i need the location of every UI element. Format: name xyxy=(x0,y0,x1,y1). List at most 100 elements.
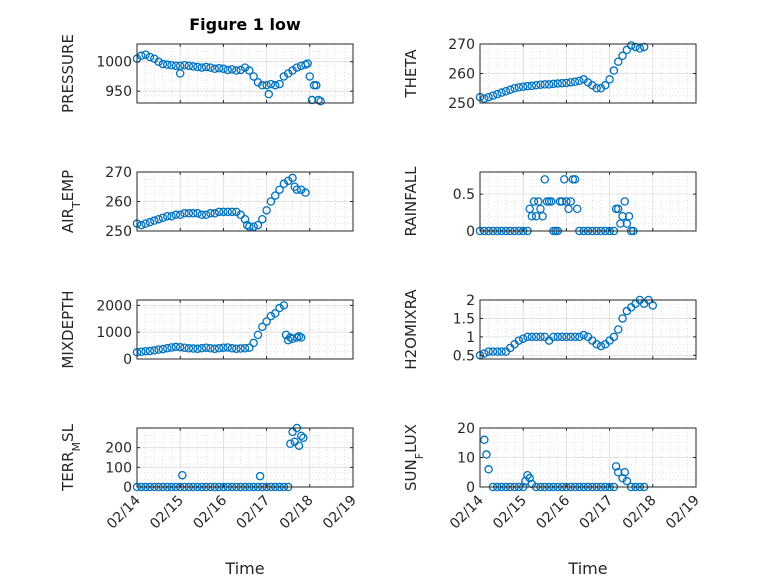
y-tick-label: 950 xyxy=(105,84,132,100)
data-point xyxy=(227,65,237,74)
data-point xyxy=(605,75,614,84)
data-point xyxy=(279,301,289,310)
data-point xyxy=(206,344,215,353)
data-point xyxy=(154,57,163,66)
data-point xyxy=(158,344,168,354)
data-point xyxy=(184,209,194,218)
y-tick-label: 10 xyxy=(457,451,475,467)
y-axis-label-air-temp: AIRTEMP xyxy=(59,170,83,233)
data-point xyxy=(296,431,306,441)
data-point xyxy=(536,332,545,342)
data-point xyxy=(162,211,172,221)
data-point xyxy=(171,61,181,71)
data-point xyxy=(141,346,150,356)
data-point xyxy=(564,204,573,214)
subplot-rainfall: 0 0.5 RAINFALL xyxy=(402,166,697,240)
data-point xyxy=(518,334,528,343)
data-point xyxy=(292,185,302,194)
x-tick-label: 02/19 xyxy=(320,493,360,533)
data-point xyxy=(566,332,575,342)
data-point xyxy=(240,344,250,353)
y-tick-label: 250 xyxy=(448,96,475,112)
data-point xyxy=(245,222,254,231)
data-point xyxy=(188,62,198,71)
y-tick-label: 0 xyxy=(466,480,475,496)
data-point xyxy=(158,213,168,222)
y-tick-label: 200 xyxy=(105,441,132,457)
data-point xyxy=(214,207,224,217)
data-point xyxy=(557,197,567,206)
data-point xyxy=(613,467,623,477)
data-point xyxy=(171,210,181,220)
data-point xyxy=(150,216,159,225)
x-tick-label: 02/17 xyxy=(577,493,617,533)
x-tick-label: 02/14 xyxy=(104,492,144,532)
data-point xyxy=(223,65,232,75)
subplot-theta: 250 260 270 THETA xyxy=(402,37,697,112)
data-point xyxy=(245,66,254,75)
y-tick-label: 0.5 xyxy=(453,348,475,364)
data-point xyxy=(162,60,172,69)
data-point xyxy=(270,191,280,200)
data-point xyxy=(592,339,601,349)
data-point xyxy=(227,207,237,217)
data-point xyxy=(501,86,511,96)
data-point xyxy=(145,217,155,227)
data-point xyxy=(566,78,575,87)
data-point xyxy=(618,314,627,323)
data-point xyxy=(622,45,632,55)
data-point xyxy=(180,343,189,352)
data-point xyxy=(236,65,245,75)
y-tick-label: 0 xyxy=(123,352,132,368)
data-point xyxy=(275,185,284,194)
data-point xyxy=(547,197,556,206)
data-point xyxy=(482,450,491,459)
data-point xyxy=(266,197,276,206)
data-point xyxy=(525,204,534,214)
data-point xyxy=(184,61,194,71)
data-point xyxy=(141,50,150,59)
y-axis-label-theta: THETA xyxy=(402,49,420,99)
data-point xyxy=(137,347,146,357)
y-axis-label-mixdepth: MIXDEPTH xyxy=(59,290,77,368)
data-point xyxy=(505,85,515,94)
data-point xyxy=(292,63,302,72)
subplot-pressure: 950 1000 PRESSURE xyxy=(59,34,354,113)
x-tick-label: 02/16 xyxy=(533,492,573,532)
data-point xyxy=(167,343,176,352)
data-point xyxy=(249,72,258,81)
data-point xyxy=(534,197,543,206)
data-point xyxy=(613,57,623,66)
data-point xyxy=(575,332,584,342)
data-point xyxy=(618,51,627,61)
axes-box xyxy=(136,299,354,360)
data-point xyxy=(137,220,146,230)
y-axis-label-terr-msl: TERRMSL xyxy=(59,423,83,492)
data-point xyxy=(579,330,588,340)
data-point xyxy=(480,349,489,358)
data-point xyxy=(514,336,524,345)
data-point xyxy=(249,338,258,348)
data-point xyxy=(286,333,295,342)
data-point xyxy=(596,341,606,351)
data-point xyxy=(618,211,627,221)
x-tick-label: 02/18 xyxy=(620,493,660,533)
data-point xyxy=(510,84,519,93)
x-tick-label: 02/15 xyxy=(147,493,187,533)
data-point xyxy=(145,52,155,62)
data-point xyxy=(562,332,571,342)
data-point xyxy=(188,344,198,353)
data-point xyxy=(232,66,241,75)
x-tick-label: 02/14 xyxy=(447,492,487,532)
y-tick-label: 2 xyxy=(466,293,475,309)
data-point xyxy=(307,95,317,105)
data-point xyxy=(167,60,176,70)
data-point xyxy=(484,92,493,102)
y-axis-label-pressure: PRESSURE xyxy=(59,34,77,113)
data-point xyxy=(488,347,498,356)
data-point xyxy=(171,342,181,352)
data-point xyxy=(210,344,220,354)
data-point xyxy=(253,330,263,340)
data-point xyxy=(626,41,636,50)
data-point xyxy=(497,88,506,97)
